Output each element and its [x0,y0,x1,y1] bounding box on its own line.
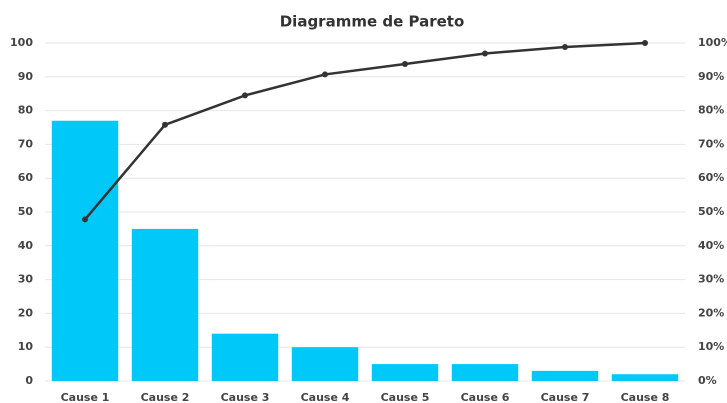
y-tick-label: 30 [18,273,34,286]
x-tick-label: Cause 1 [61,391,110,403]
line-point [562,44,568,51]
chart-title: Diagramme de Pareto [280,13,465,31]
x-tick-label: Cause 7 [541,391,590,403]
y-tick-label: 90 [18,70,34,83]
y2-tick-label: 80% [698,104,724,117]
y-tick-label: 80 [18,104,34,117]
y2-tick-label: 100% [698,36,727,49]
line-point [402,60,408,67]
bar [611,374,679,381]
cumulative-line [84,41,646,221]
x-tick-label: Cause 2 [141,391,190,403]
y2-tick-label: 50% [698,205,724,218]
x-tick-label: Cause 4 [301,391,350,403]
line-point [82,216,88,223]
x-tick-label: Cause 6 [461,391,510,403]
line-point [242,92,248,99]
line-point [642,40,648,46]
y2-tick-label: 40% [698,239,724,252]
x-tick-label: Cause 5 [381,391,430,403]
y2-tick-label: 90% [698,70,724,83]
y-tick-label: 100 [10,36,33,49]
bar [451,364,519,381]
bar [371,364,439,381]
bar [131,228,199,381]
bar [531,370,599,381]
y2-tick-label: 70% [698,137,724,150]
y-tick-label: 20 [18,306,34,319]
y-tick-label: 0 [25,374,33,387]
bar [211,333,279,381]
y2-tick-label: 0% [698,374,717,387]
bar [51,120,119,382]
line-point [482,50,488,57]
x-tick-label: Cause 3 [221,391,270,403]
y-tick-label: 10 [18,340,34,353]
y2-tick-label: 20% [698,306,724,319]
y-tick-label: 60 [18,171,34,184]
y-tick-label: 40 [18,239,34,252]
bar [291,347,359,381]
x-tick-label: Cause 8 [621,391,670,403]
y-tick-label: 50 [18,205,34,218]
line-point [322,71,328,78]
y2-tick-label: 30% [698,273,724,286]
y2-tick-label: 60% [698,171,724,184]
y-tick-label: 70 [18,137,34,150]
y2-tick-label: 10% [698,340,724,353]
line-point [162,121,168,128]
